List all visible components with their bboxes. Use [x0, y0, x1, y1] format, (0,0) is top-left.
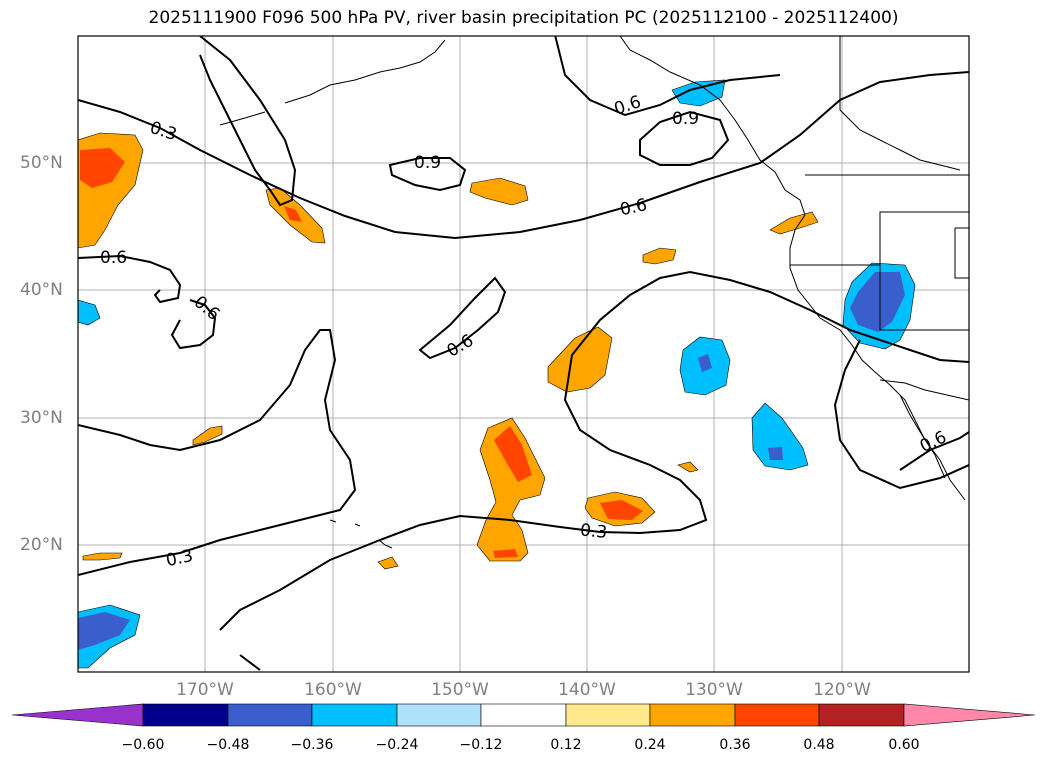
contour-0-9-alaska: [639, 110, 730, 166]
lon-label-160w: 160°W: [304, 680, 362, 700]
precip-positive-oregon: [769, 211, 819, 235]
map-title: 2025111900 F096 500 hPa PV, river basin …: [148, 8, 899, 28]
precip-core-145w: [494, 426, 532, 482]
colorbar-tick: −0.36: [290, 737, 334, 753]
precip-positive-145w-48n: [469, 177, 529, 206]
contour-0-6-gulf: [554, 36, 781, 117]
precip-core-california: [850, 272, 905, 332]
border-states-west: [879, 265, 969, 331]
map-frame: [77, 35, 970, 673]
colorbar-tick: 0.48: [803, 737, 835, 753]
contour-0-3-west: [78, 329, 357, 576]
coastline-hawaii: [378, 539, 393, 549]
colorbar-bin: [396, 703, 482, 727]
lat-label-50n: 50°N: [20, 153, 63, 173]
precip-positive-138w: [642, 247, 677, 265]
border-us-mexico: [879, 379, 969, 401]
contour-label: 0.9: [414, 153, 441, 173]
precip-core-nw: [80, 148, 125, 188]
precip-core-130w: [698, 354, 712, 372]
borders: [790, 36, 969, 401]
coastline-hawaii-islands: [329, 519, 361, 527]
coastlines: [219, 36, 966, 549]
precip-core-sw: [78, 612, 130, 650]
contour-0-6-west: [78, 254, 182, 304]
precip-positive-140w: [547, 326, 613, 393]
coastline-canada-inland: [839, 109, 961, 171]
lon-label-150w: 150°W: [431, 680, 489, 700]
border-states-east: [954, 227, 969, 279]
lon-label-170w: 170°W: [176, 680, 234, 700]
lon-label-120w: 120°W: [813, 680, 871, 700]
colorbar-bin: [565, 703, 651, 727]
contour-0-3-central: [219, 270, 969, 631]
precip-positive-135w: [677, 461, 699, 473]
precip-positive-175w: [82, 552, 123, 561]
lon-label-140w: 140°W: [558, 680, 616, 700]
colorbar-tick: 0.36: [719, 737, 751, 753]
precip-core-140w-22n: [600, 500, 643, 520]
precip-positive-145w: [476, 417, 546, 562]
contour-0-6-island: [170, 299, 217, 350]
contour-label: 0.9: [672, 109, 699, 129]
lat-label-40n: 40°N: [20, 280, 63, 300]
contour-0-9-center: [388, 157, 467, 192]
colorbar-extend-high: [903, 703, 1036, 727]
colorbar-bin: [818, 703, 905, 727]
precip-negative-alaska: [671, 79, 726, 107]
colorbar-bin: [227, 703, 313, 727]
colorbar-bin: [311, 703, 398, 727]
contour-label: 0.3: [579, 520, 608, 543]
precip-core-160w: [284, 206, 302, 222]
coastline-baja: [899, 394, 946, 479]
contour-0-6-east-2: [899, 431, 969, 471]
precip-core-145w-south: [493, 549, 518, 558]
precip-negative-127w: [751, 402, 809, 471]
colorbar: [11, 703, 1036, 727]
contour-0-3-aleutian: [199, 36, 297, 207]
border-states-north: [790, 211, 969, 266]
colorbar-tick: 0.60: [888, 737, 920, 753]
precip-positive-hawaii: [377, 556, 399, 570]
colorbar-extend-low: [11, 703, 144, 727]
contour-0-3-south: [239, 654, 261, 671]
coastline-aleutians-west: [219, 111, 266, 126]
precip-core-127w: [768, 447, 783, 460]
precip-areas: [78, 79, 916, 669]
colorbar-tick: −0.24: [375, 737, 419, 753]
colorbar-tick: 0.12: [550, 737, 582, 753]
map-content: [78, 36, 969, 672]
colorbar-tick: −0.12: [459, 737, 503, 753]
pv-contours: [78, 36, 969, 671]
contour-label: 0.6: [100, 248, 127, 268]
map-background: [78, 36, 969, 672]
contour-0-6-center: [418, 276, 507, 360]
lon-label-130w: 130°W: [685, 680, 743, 700]
contour-0-6-north: [78, 71, 969, 240]
colorbar-tick: −0.60: [121, 737, 165, 753]
colorbar-tick: 0.24: [634, 737, 666, 753]
lat-label-20n: 20°N: [20, 535, 63, 555]
coastline-aleutians: [284, 39, 446, 104]
colorbar-bin: [649, 703, 736, 727]
colorbar-bin: [142, 703, 229, 727]
colorbar-bin: [734, 703, 820, 727]
precip-positive-170w: [192, 425, 223, 446]
lat-label-30n: 30°N: [20, 408, 63, 428]
coastline-north-america: [619, 36, 966, 501]
contour-0-6-east: [833, 339, 969, 490]
precip-negative-w: [78, 299, 101, 326]
colorbar-bin: [480, 703, 567, 727]
colorbar-tick: −0.48: [206, 737, 250, 753]
